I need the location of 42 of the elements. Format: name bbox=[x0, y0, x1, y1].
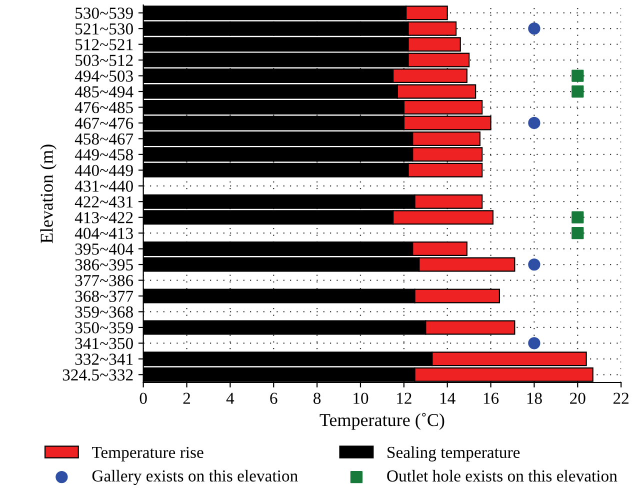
x-tick-label: 18 bbox=[527, 392, 542, 404]
y-tick-label: 332~341 bbox=[75, 354, 133, 365]
y-tick-label: 521~530 bbox=[76, 23, 133, 35]
y-tick-label: 395~404 bbox=[75, 244, 134, 255]
x-tick-label: 8 bbox=[314, 392, 321, 404]
x-tick-label: 20 bbox=[570, 392, 586, 404]
y-tick-label: 413~422 bbox=[74, 212, 133, 224]
y-tick-label: 324.5~332 bbox=[62, 369, 133, 381]
x-tick-label: 14 bbox=[440, 392, 456, 404]
y-tick-label: 458~467 bbox=[74, 133, 134, 145]
x-tick-label: 2 bbox=[183, 392, 190, 404]
y-tick-label: 494~503 bbox=[74, 70, 133, 82]
y-tick-label: 431~440 bbox=[74, 180, 133, 192]
y-tick-label: 350~359 bbox=[75, 322, 133, 334]
x-tick-label: 10 bbox=[354, 392, 368, 404]
x-tick-label: 0 bbox=[140, 392, 147, 404]
legend-label: Gallery exists on this elevation bbox=[92, 470, 298, 485]
legend-label: Outlet hole exists on this elevation bbox=[387, 470, 618, 482]
y-tick-label: 368~377 bbox=[75, 290, 134, 302]
y-tick-label: 485~494 bbox=[74, 86, 134, 98]
y-tick-label: 341~350 bbox=[75, 338, 133, 350]
x-tick-label: 4 bbox=[226, 392, 234, 404]
y-tick-label: 512~521 bbox=[76, 39, 133, 50]
x-tick-label: 22 bbox=[613, 392, 628, 404]
y-tick-label: 359~368 bbox=[75, 306, 133, 318]
x-tick-label: 16 bbox=[484, 392, 499, 404]
legend-label: Temperature rise bbox=[92, 446, 204, 462]
y-tick-label: 377~386 bbox=[75, 274, 134, 286]
y-tick-label: 467~476 bbox=[74, 118, 134, 129]
y-tick-label: 476~485 bbox=[74, 102, 133, 114]
y-tick-label: 530~539 bbox=[76, 8, 133, 19]
y-tick-label: 503~512 bbox=[76, 54, 133, 66]
y-tick-label: 404~413 bbox=[74, 228, 133, 240]
x-axis-title: Temperature (˚C) bbox=[320, 412, 444, 430]
y-tick-label: 422~431 bbox=[74, 196, 133, 208]
x-tick-label: 6 bbox=[270, 392, 278, 404]
x-tick-label: 12 bbox=[397, 392, 412, 404]
y-axis-title: Elevation (m) bbox=[40, 144, 57, 244]
y-tick-label: 386~395 bbox=[75, 259, 133, 270]
y-tick-label: 440~449 bbox=[74, 164, 133, 176]
legend-label: Sealing temperature bbox=[388, 446, 520, 462]
y-tick-label: 449~458 bbox=[74, 149, 133, 160]
